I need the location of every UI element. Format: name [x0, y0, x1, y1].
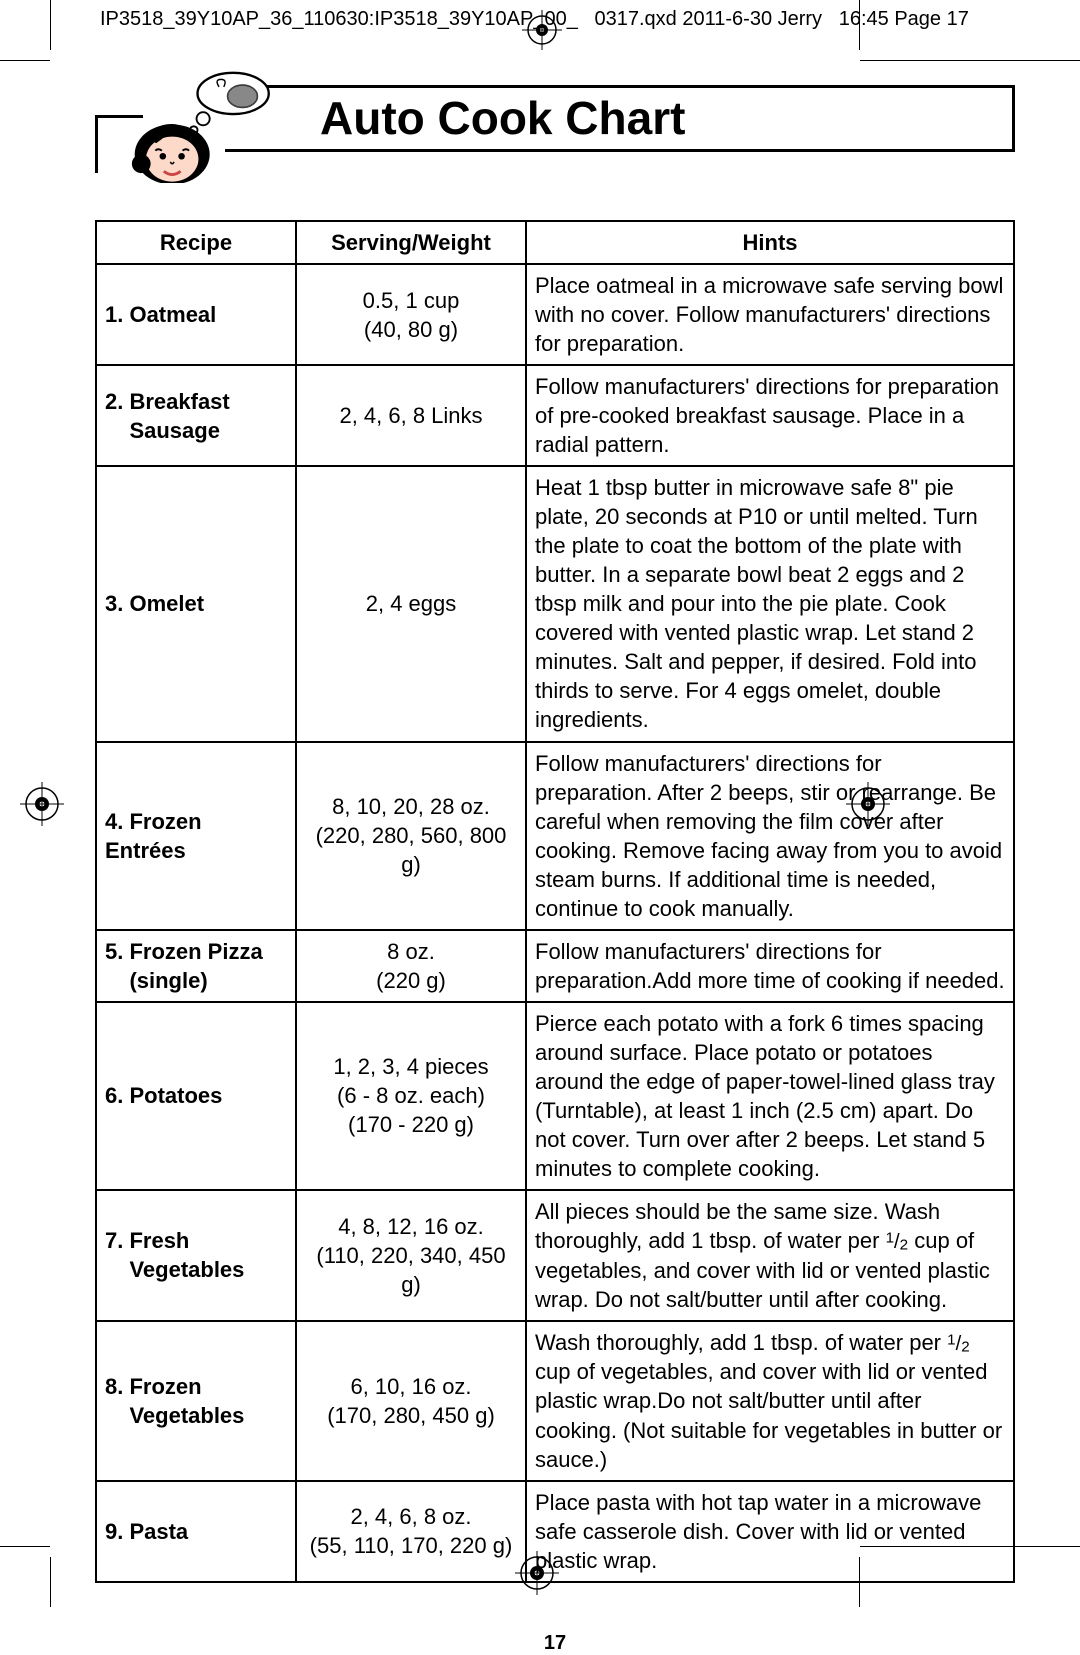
- serving-cell: 2, 4, 6, 8 oz.(55, 110, 170, 220 g): [296, 1481, 526, 1582]
- hints-cell: Heat 1 tbsp butter in microwave safe 8" …: [526, 466, 1014, 741]
- auto-cook-table: Recipe Serving/Weight Hints 1. Oatmeal0.…: [95, 220, 1015, 1583]
- crop-mark: [50, 1557, 51, 1607]
- table-row: 1. Oatmeal0.5, 1 cup(40, 80 g)Place oatm…: [96, 264, 1014, 365]
- crop-mark: [0, 60, 50, 61]
- title-frame: Auto Cook Chart: [95, 85, 1015, 165]
- table-row: 6. Potatoes1, 2, 3, 4 pieces(6 - 8 oz. e…: [96, 1002, 1014, 1190]
- recipe-cell: 7. Fresh Vegetables: [96, 1190, 296, 1321]
- recipe-cell: 9. Pasta: [96, 1481, 296, 1582]
- hints-cell: Place oatmeal in a microwave safe servin…: [526, 264, 1014, 365]
- serving-cell: 8 oz.(220 g): [296, 930, 526, 1002]
- page-content: Auto Cook Chart: [95, 85, 1015, 1583]
- recipe-cell: 5. Frozen Pizza (single): [96, 930, 296, 1002]
- crop-mark: [50, 0, 51, 50]
- crop-mark: [860, 60, 1080, 61]
- col-recipe: Recipe: [96, 221, 296, 264]
- hints-cell: Follow manufacturers' directions for pre…: [526, 365, 1014, 466]
- page-number: 17: [95, 1632, 1015, 1655]
- crop-mark: [0, 1546, 50, 1547]
- table-header-row: Recipe Serving/Weight Hints: [96, 221, 1014, 264]
- table-row: 4. Frozen Entrées8, 10, 20, 28 oz.(220, …: [96, 742, 1014, 930]
- mascot-icon: [130, 70, 280, 188]
- table-row: 3. Omelet2, 4 eggsHeat 1 tbsp butter in …: [96, 466, 1014, 741]
- crop-mark: [859, 0, 860, 50]
- registration-target-icon: [20, 782, 64, 826]
- serving-cell: 6, 10, 16 oz.(170, 280, 450 g): [296, 1321, 526, 1481]
- serving-cell: 2, 4, 6, 8 Links: [296, 365, 526, 466]
- col-serving: Serving/Weight: [296, 221, 526, 264]
- registration-target-icon: [520, 8, 564, 52]
- table-row: 2. Breakfast Sausage2, 4, 6, 8 LinksFoll…: [96, 365, 1014, 466]
- recipe-cell: 2. Breakfast Sausage: [96, 365, 296, 466]
- col-hints: Hints: [526, 221, 1014, 264]
- serving-cell: 0.5, 1 cup(40, 80 g): [296, 264, 526, 365]
- page-title: Auto Cook Chart: [320, 91, 685, 145]
- table-row: 7. Fresh Vegetables4, 8, 12, 16 oz.(110,…: [96, 1190, 1014, 1321]
- hints-cell: Place pasta with hot tap water in a micr…: [526, 1481, 1014, 1582]
- recipe-cell: 4. Frozen Entrées: [96, 742, 296, 930]
- recipe-cell: 3. Omelet: [96, 466, 296, 741]
- serving-cell: 8, 10, 20, 28 oz.(220, 280, 560, 800 g): [296, 742, 526, 930]
- table-row: 8. Frozen Vegetables6, 10, 16 oz.(170, 2…: [96, 1321, 1014, 1481]
- serving-cell: 1, 2, 3, 4 pieces(6 - 8 oz. each)(170 - …: [296, 1002, 526, 1190]
- serving-cell: 2, 4 eggs: [296, 466, 526, 741]
- hints-cell: Follow manufacturers' directions for pre…: [526, 742, 1014, 930]
- hints-cell: Wash thoroughly, add 1 tbsp. of water pe…: [526, 1321, 1014, 1481]
- recipe-cell: 8. Frozen Vegetables: [96, 1321, 296, 1481]
- table-row: 5. Frozen Pizza (single)8 oz.(220 g)Foll…: [96, 930, 1014, 1002]
- recipe-cell: 6. Potatoes: [96, 1002, 296, 1190]
- serving-cell: 4, 8, 12, 16 oz.(110, 220, 340, 450 g): [296, 1190, 526, 1321]
- hints-cell: Pierce each potato with a fork 6 times s…: [526, 1002, 1014, 1190]
- table-row: 9. Pasta2, 4, 6, 8 oz.(55, 110, 170, 220…: [96, 1481, 1014, 1582]
- recipe-cell: 1. Oatmeal: [96, 264, 296, 365]
- hints-cell: Follow manufacturers' directions for pre…: [526, 930, 1014, 1002]
- hints-cell: All pieces should be the same size. Wash…: [526, 1190, 1014, 1321]
